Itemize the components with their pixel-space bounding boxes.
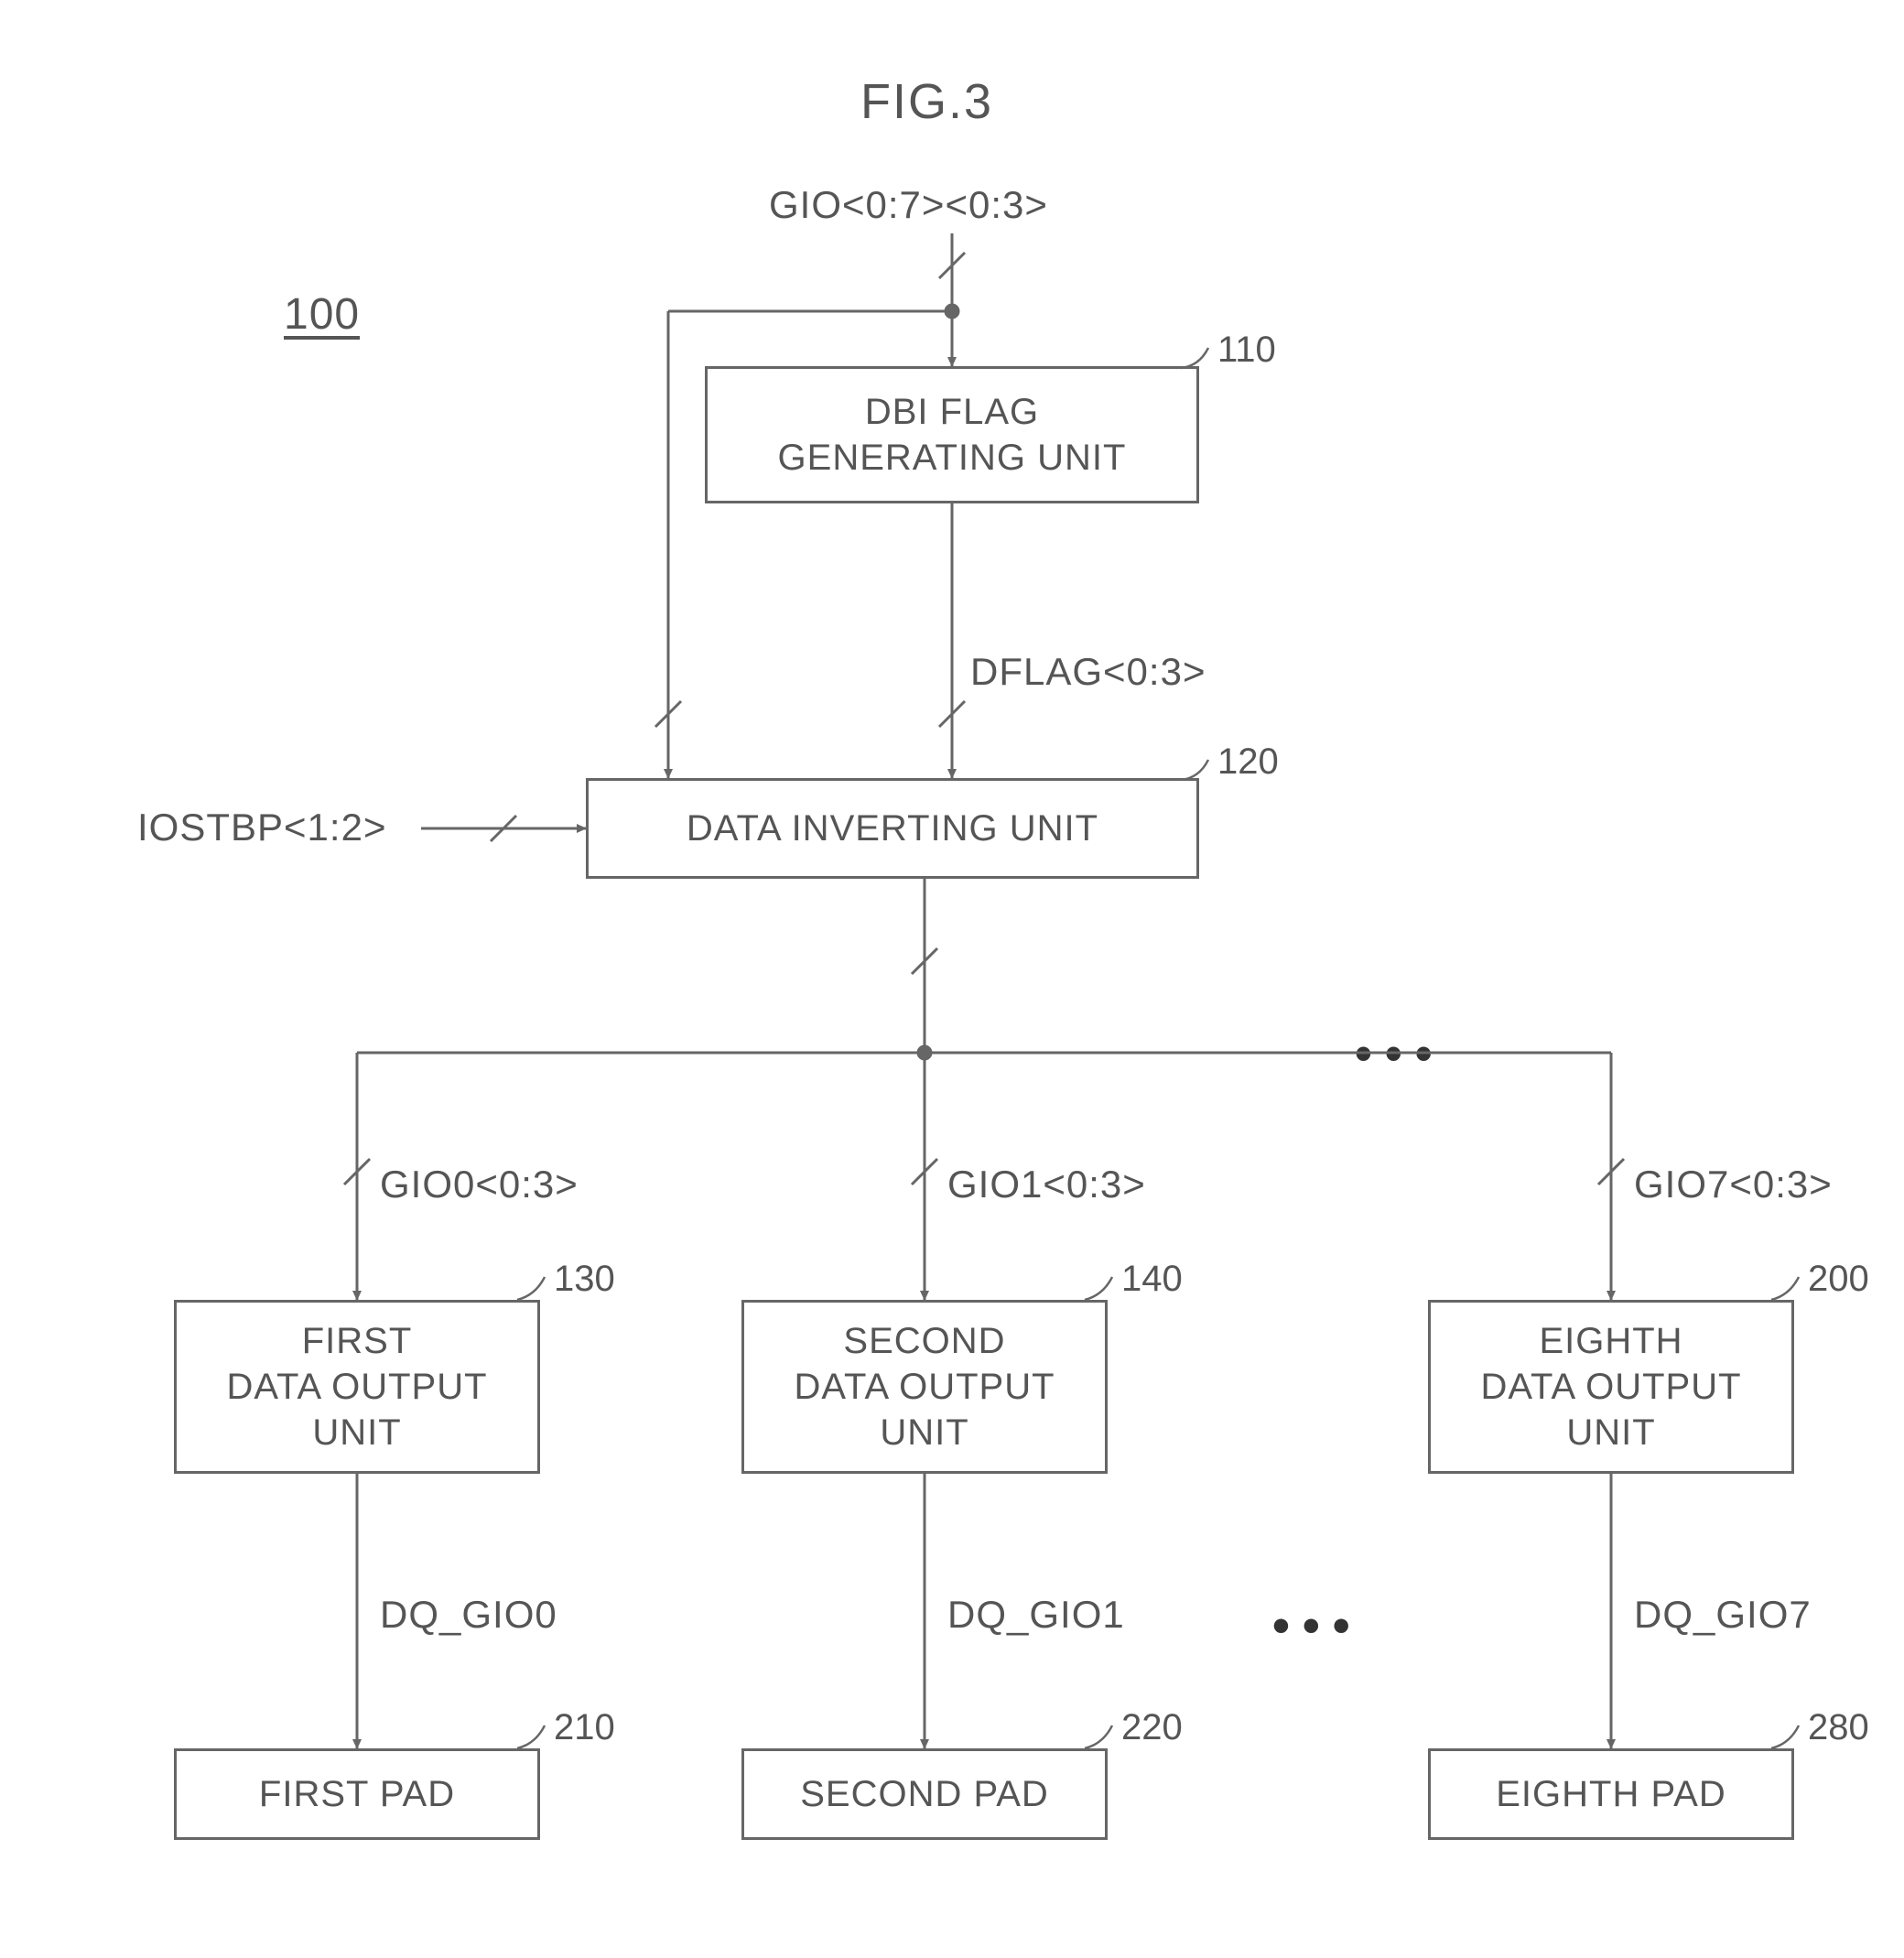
ref-120: 120 bbox=[1217, 741, 1279, 783]
ref-210: 210 bbox=[554, 1707, 615, 1748]
block-output-1: FIRST DATA OUTPUT UNIT bbox=[174, 1300, 540, 1474]
ref-280: 280 bbox=[1808, 1707, 1869, 1748]
ellipsis-top: ••• bbox=[1355, 1025, 1445, 1082]
figure-title: FIG.3 bbox=[860, 73, 993, 130]
ref-220: 220 bbox=[1121, 1707, 1183, 1748]
ref-110: 110 bbox=[1217, 330, 1276, 371]
ref-130: 130 bbox=[554, 1259, 615, 1300]
ref-100: 100 bbox=[284, 289, 360, 340]
signal-dq-gio0: DQ_GIO0 bbox=[380, 1593, 557, 1637]
signal-dq-gio1: DQ_GIO1 bbox=[947, 1593, 1125, 1637]
ref-140: 140 bbox=[1121, 1259, 1183, 1300]
signal-gio1: GIO1<0:3> bbox=[947, 1163, 1146, 1206]
signal-dq-gio7: DQ_GIO7 bbox=[1634, 1593, 1812, 1637]
block-pad-8: EIGHTH PAD bbox=[1428, 1748, 1794, 1840]
signal-iostbp: IOSTBP<1:2> bbox=[137, 806, 386, 849]
block-output-8: EIGHTH DATA OUTPUT UNIT bbox=[1428, 1300, 1794, 1474]
signal-gio-top: GIO<0:7><0:3> bbox=[769, 183, 1048, 227]
ref-200: 200 bbox=[1808, 1259, 1869, 1300]
block-pad-2: SECOND PAD bbox=[741, 1748, 1108, 1840]
signal-dflag: DFLAG<0:3> bbox=[970, 650, 1206, 694]
ellipsis-bottom: ••• bbox=[1272, 1597, 1363, 1654]
block-data-inverting: DATA INVERTING UNIT bbox=[586, 778, 1199, 879]
block-output-2: SECOND DATA OUTPUT UNIT bbox=[741, 1300, 1108, 1474]
block-dbi-flag: DBI FLAG GENERATING UNIT bbox=[705, 366, 1199, 503]
signal-gio7: GIO7<0:3> bbox=[1634, 1163, 1833, 1206]
diagram-canvas: FIG.3 100 GIO<0:7><0:3> IOSTBP<1:2> DFLA… bbox=[0, 0, 1904, 1958]
block-pad-1: FIRST PAD bbox=[174, 1748, 540, 1840]
signal-gio0: GIO0<0:3> bbox=[380, 1163, 579, 1206]
